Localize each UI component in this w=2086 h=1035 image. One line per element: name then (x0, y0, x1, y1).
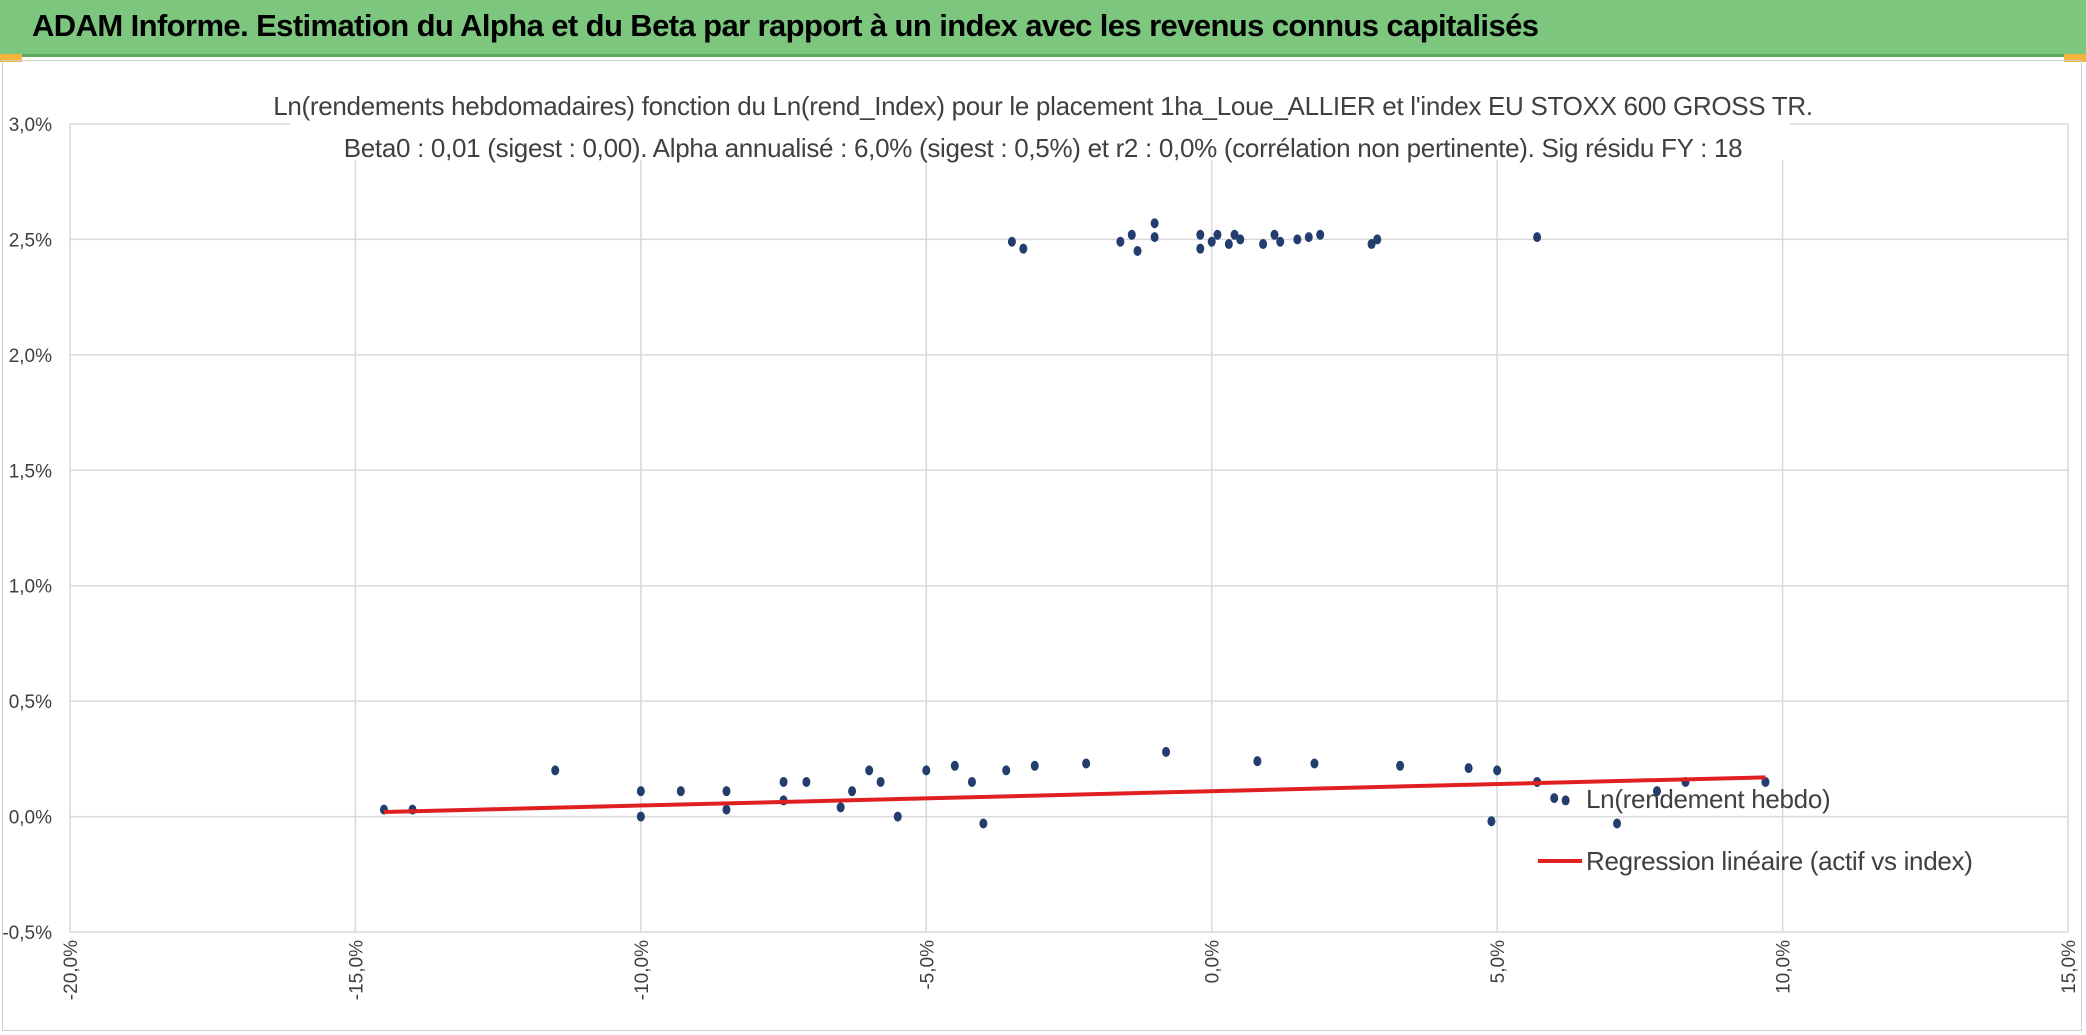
scatter-point (1276, 236, 1285, 247)
scatter-point (551, 765, 560, 776)
scatter-point (1002, 765, 1011, 776)
x-tick-label: 5,0% (1488, 940, 1509, 983)
scatter-point (1293, 234, 1302, 245)
legend-label-scatter: Ln(rendement hebdo) (1586, 784, 1830, 814)
x-tick-label: -15,0% (346, 940, 367, 1000)
y-tick-label: -0,5% (2, 923, 52, 944)
x-tick-label: -20,0% (61, 940, 82, 1000)
x-tick-label: 0,0% (1203, 940, 1224, 983)
scatter-point (1007, 236, 1016, 247)
scatter-point (1613, 818, 1622, 829)
scatter-point (1652, 786, 1661, 797)
scatter-point (1259, 239, 1268, 250)
legend: Ln(rendement hebdo) Regression linéaire … (1538, 784, 1973, 876)
y-tick-label: 1,0% (9, 577, 52, 598)
scatter-point (1310, 758, 1319, 769)
y-tick-label: 3,0% (9, 115, 52, 136)
corner-marker-top-right (2064, 54, 2086, 62)
legend-label-regression: Regression linéaire (actif vs index) (1586, 846, 1973, 876)
scatter-point (1304, 232, 1313, 243)
scatter-point (1464, 763, 1473, 774)
x-tick-label: 10,0% (1774, 940, 1795, 994)
scatter-point (1236, 234, 1245, 245)
title-background (290, 82, 1790, 160)
scatter-point (636, 786, 645, 797)
scatter-point (1030, 760, 1039, 771)
scatter-point (893, 811, 902, 822)
scatter-point (1196, 229, 1205, 240)
scatter-point (1550, 793, 1559, 804)
scatter-point (1196, 243, 1205, 254)
y-tick-label: 1,5% (9, 461, 52, 482)
chart-title: Ln(rendements hebdomadaires) fonction du… (273, 91, 1813, 121)
scatter-point (1133, 245, 1142, 256)
scatter-point (1761, 776, 1770, 787)
scatter-point (1561, 795, 1570, 806)
scatter-point (836, 802, 845, 813)
scatter-point (1082, 758, 1091, 769)
corner-marker-top-left (0, 54, 22, 62)
scatter-point (922, 765, 931, 776)
report-banner: ADAM Informe. Estimation du Alpha et du … (0, 0, 2086, 57)
y-tick-label: 2,0% (9, 346, 52, 367)
scatter-point (1316, 229, 1325, 240)
scatter-point (1367, 239, 1376, 250)
scatter-point (950, 760, 959, 771)
scatter-point (1224, 239, 1233, 250)
x-axis-ticks: -20,0% -15,0% -10,0% -5,0% 0,0% 5,0% 10,0% 15,0… (61, 940, 2080, 1000)
y-tick-label: 2,5% (9, 230, 52, 251)
scatter-point (1533, 232, 1542, 243)
report-title: ADAM Informe. Estimation du Alpha et du … (32, 8, 1539, 43)
grid-lines (69, 123, 2069, 933)
scatter-point (1162, 746, 1171, 757)
scatter-point (1396, 760, 1405, 771)
scatter-point (1487, 816, 1496, 827)
y-axis-ticks: -0,5% 0,0% 0,5% 1,0% 1,5% 2,0% 2,5% 3,0% (2, 115, 52, 944)
scatter-point (676, 786, 685, 797)
scatter-point (1213, 229, 1222, 240)
x-tick-label: -5,0% (917, 940, 938, 990)
scatter-point (979, 818, 988, 829)
scatter-point (1253, 756, 1262, 767)
scatter-point (1493, 765, 1502, 776)
scatter-point (1373, 234, 1382, 245)
scatter-point (722, 804, 731, 815)
chart-subtitle: Beta0 : 0,01 (sigest : 0,00). Alpha annu… (344, 133, 1743, 163)
scatter-point (848, 786, 857, 797)
x-tick-label: 15,0% (2059, 940, 2080, 994)
scatter-point (779, 776, 788, 787)
regression-line (383, 775, 1766, 814)
scatter-point (1127, 229, 1136, 240)
chart-frame (2, 60, 2082, 1031)
scatter-point (1270, 229, 1279, 240)
scatter-points (379, 218, 1770, 829)
x-tick-label: -10,0% (632, 940, 653, 1000)
y-tick-label: 0,0% (9, 808, 52, 829)
regression-line-layer (383, 775, 1766, 814)
scatter-point (1019, 243, 1028, 254)
scatter-point (1116, 236, 1125, 247)
scatter-point (865, 765, 874, 776)
scatter-point (802, 776, 811, 787)
scatter-point (1230, 229, 1239, 240)
scatter-point (1207, 236, 1216, 247)
scatter-point (967, 776, 976, 787)
scatter-point (636, 811, 645, 822)
scatter-point (722, 786, 731, 797)
scatter-point (876, 776, 885, 787)
scatter-point (1150, 232, 1159, 243)
scatter-point (1150, 218, 1159, 229)
y-tick-label: 0,5% (9, 692, 52, 713)
